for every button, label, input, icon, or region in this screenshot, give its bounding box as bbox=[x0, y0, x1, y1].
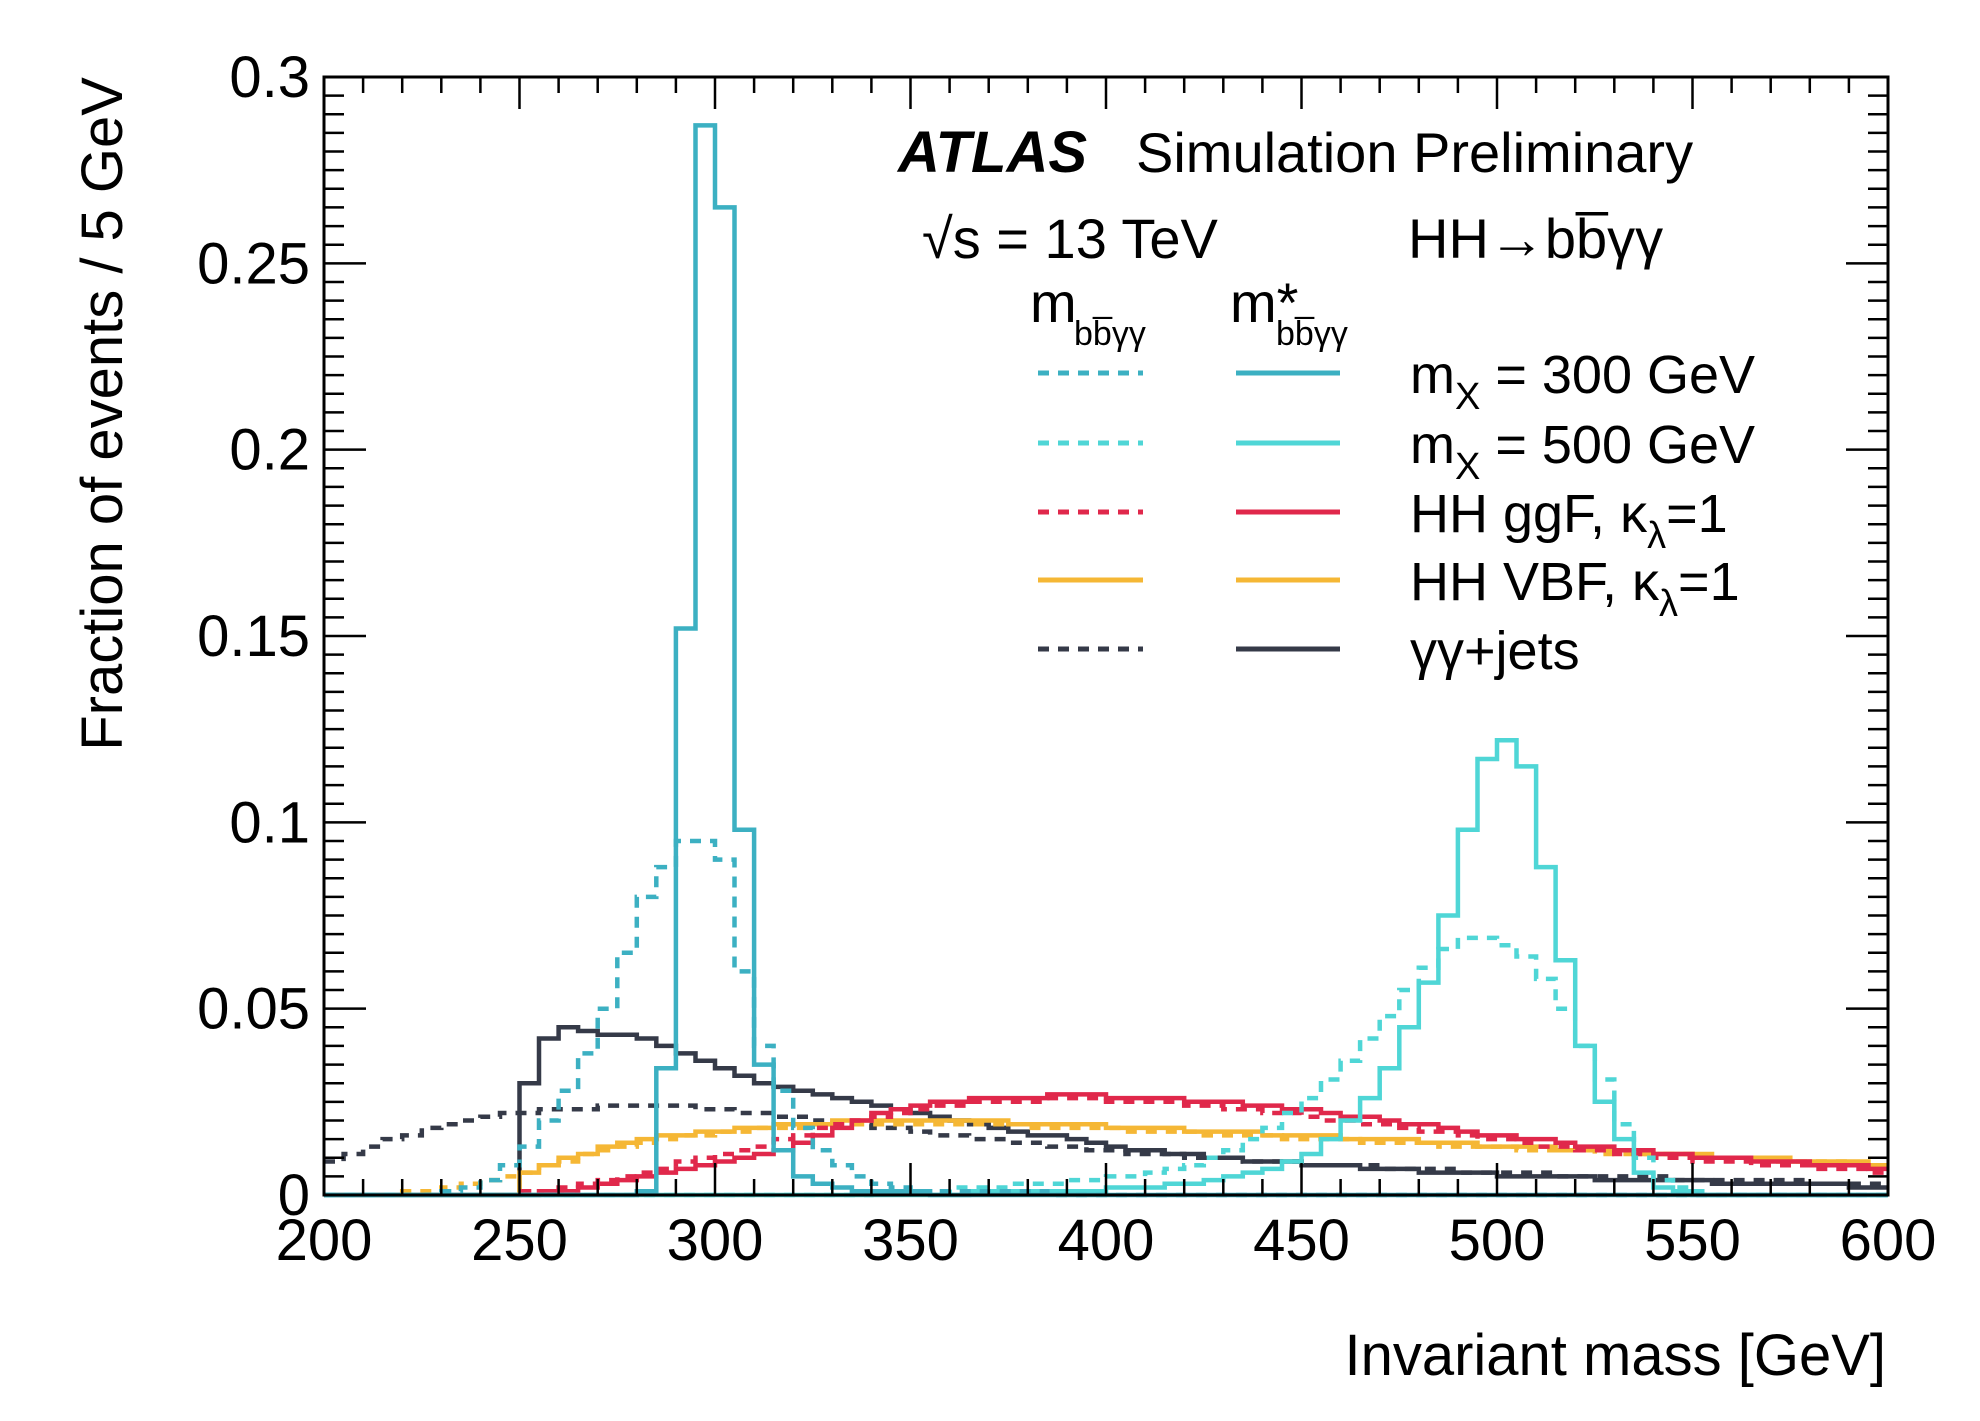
legend-entry: γγ+jets bbox=[1038, 621, 1580, 681]
process-label: HH→bb̅γγ bbox=[1408, 207, 1663, 270]
label-layer: 200 250 300 350 400 450 500 550 600 0 0.05 0.1 0.15 0… bbox=[197, 45, 1936, 1273]
x-tick-label: 300 bbox=[667, 1208, 764, 1273]
series-solid-jets bbox=[324, 1025, 1888, 1198]
x-tick-label: 600 bbox=[1840, 1208, 1937, 1273]
svg-text:bb̅γγ: bb̅γγ bbox=[1074, 315, 1146, 353]
series-dashed-hh-ggf-1 bbox=[324, 1095, 1888, 1198]
y-tick-label: 0.2 bbox=[229, 418, 310, 483]
legend-entry: HH ggF, κλ=1 bbox=[1038, 484, 1728, 557]
legend-entry: mX = 300 GeV bbox=[1038, 345, 1755, 418]
legend-entry: mX = 500 GeV bbox=[1038, 415, 1755, 488]
y-tick-label: 0 bbox=[278, 1163, 310, 1228]
y-tick-label: 0.3 bbox=[229, 45, 310, 110]
legend-entry: HH VBF, κλ=1 bbox=[1038, 552, 1740, 625]
simulation-preliminary-label: Simulation Preliminary bbox=[1136, 121, 1693, 184]
x-tick-label: 500 bbox=[1449, 1208, 1546, 1273]
plot-frame bbox=[322, 75, 1890, 1197]
legend-label: mX = 500 GeV bbox=[1410, 415, 1755, 488]
y-tick-label: 0.1 bbox=[229, 790, 310, 855]
x-tick-label: 200 bbox=[276, 1208, 373, 1273]
svg-text:bb̅γγ: bb̅γγ bbox=[1276, 315, 1348, 353]
legend-column-solid-header: m* bb̅γγ bbox=[1230, 271, 1348, 353]
svg-text:m*: m* bbox=[1230, 271, 1298, 334]
svg-text:m: m bbox=[1030, 271, 1077, 334]
energy-label: √s = 13 TeV bbox=[922, 207, 1219, 270]
legend-label: γγ+jets bbox=[1410, 621, 1580, 681]
atlas-label: ATLAS bbox=[896, 120, 1087, 185]
x-tick-label: 250 bbox=[471, 1208, 568, 1273]
series-dashed-m-x-500-gev bbox=[324, 935, 1888, 1198]
x-tick-label: 450 bbox=[1253, 1208, 1350, 1273]
legend-column-dashed-header: m bb̅γγ bbox=[1030, 271, 1146, 353]
y-tick-label: 0.25 bbox=[197, 231, 310, 296]
series-solid-hh-ggf-1 bbox=[324, 1092, 1888, 1198]
y-axis-title: Fraction of events / 5 GeV bbox=[70, 77, 135, 751]
y-tick-label: 0.05 bbox=[197, 977, 310, 1042]
x-tick-label: 550 bbox=[1644, 1208, 1741, 1273]
tick-layer bbox=[322, 75, 1890, 1197]
legend-label: HH VBF, κλ=1 bbox=[1410, 552, 1740, 625]
legend-label: HH ggF, κλ=1 bbox=[1410, 484, 1728, 557]
y-tick-label: 0.15 bbox=[197, 604, 310, 669]
legend-label: mX = 300 GeV bbox=[1410, 345, 1755, 418]
x-tick-label: 350 bbox=[862, 1208, 959, 1273]
x-axis-title: Invariant mass [GeV] bbox=[1344, 1323, 1886, 1388]
x-tick-label: 400 bbox=[1058, 1208, 1155, 1273]
